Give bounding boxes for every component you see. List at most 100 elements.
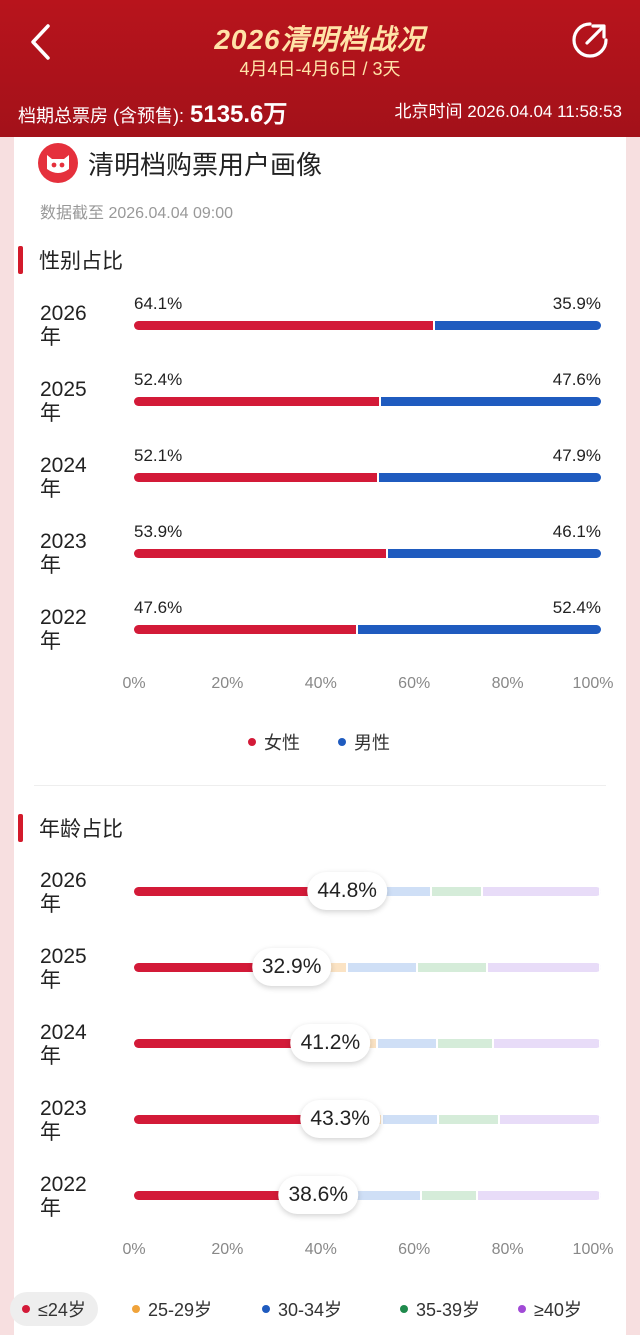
female-pct-label: 53.9% (134, 522, 183, 541)
legend-female[interactable]: 女性 (248, 729, 300, 755)
age-segment (494, 1039, 601, 1048)
gender-axis-tick: 20% (211, 675, 244, 692)
age-axis-tick: 0% (122, 1241, 146, 1258)
gender-year-label: 2022 年 (40, 606, 87, 653)
female-dot-icon (248, 738, 256, 746)
legend-dot-icon (518, 1305, 526, 1313)
age-pct-badge: 44.8% (307, 872, 387, 910)
legend-male[interactable]: 男性 (338, 729, 390, 755)
section-accent (18, 246, 23, 274)
female-bar (134, 625, 357, 634)
age-legend-item[interactable]: 30-34岁 (250, 1292, 354, 1326)
age-axis-tick: 40% (304, 1241, 337, 1258)
age-pct-badge: 41.2% (290, 1024, 371, 1062)
age-segment (418, 963, 489, 972)
age-segment (438, 1039, 495, 1048)
portrait-card: 清明档购票用户画像 数据截至 2026.04.04 09:00 性别占比 女性 … (10, 137, 626, 1335)
female-bar (134, 473, 378, 482)
age-title: 年龄占比 (39, 818, 123, 841)
male-bar (385, 549, 601, 558)
age-legend-item[interactable]: 35-39岁 (388, 1292, 492, 1326)
age-legend-item[interactable]: ≤24岁 (10, 1292, 98, 1326)
age-axis-tick: 80% (491, 1241, 524, 1258)
gender-axis-tick: 0% (122, 675, 146, 692)
gender-year-label: 2025 年 (40, 378, 87, 425)
legend-male-label: 男性 (354, 733, 390, 753)
legend-dot-icon (132, 1305, 140, 1313)
chevron-left-icon (31, 24, 50, 60)
age-legend-label: 25-29岁 (148, 1300, 213, 1320)
age-segment (438, 1115, 500, 1124)
female-pct-label: 64.1% (134, 294, 183, 313)
gender-axis-tick: 60% (398, 675, 431, 692)
age-year-label: 2024 年 (40, 1021, 87, 1068)
male-bar (356, 625, 601, 634)
gender-bar (134, 625, 601, 634)
age-year-label: 2023 年 (40, 1097, 87, 1144)
gender-year-label: 2024 年 (40, 454, 87, 501)
age-bar (134, 963, 601, 972)
gender-axis-tick: 40% (304, 675, 337, 692)
age-bar (134, 1191, 601, 1200)
boxoffice-label: 档期总票房 (含预售): (18, 106, 184, 126)
date-range: 4月4日-4月6日 / 3天 (239, 59, 401, 79)
male-bar (377, 473, 601, 482)
age-pct-badge: 32.9% (251, 948, 332, 986)
male-dot-icon (338, 738, 346, 746)
age-pct-badge: 43.3% (300, 1100, 380, 1138)
divider (34, 785, 606, 786)
age-legend-label: 35-39岁 (416, 1300, 481, 1320)
age-segment (499, 1115, 601, 1124)
gender-title: 性别占比 (39, 250, 123, 273)
age-legend-item[interactable]: 25-29岁 (120, 1292, 224, 1326)
age-axis-tick: 20% (211, 1241, 244, 1258)
male-pct-label: 46.1% (552, 522, 601, 541)
page-title: 2026清明档战况 (214, 24, 426, 55)
age-legend-label: ≥40岁 (534, 1300, 582, 1320)
age-segment (348, 963, 419, 972)
age-legend-label: 30-34岁 (278, 1300, 343, 1320)
gender-axis-tick: 100% (572, 675, 614, 692)
female-pct-label: 52.1% (134, 446, 183, 465)
male-pct-label: 35.9% (552, 294, 601, 313)
age-segment (351, 1191, 422, 1200)
age-axis-tick: 100% (572, 1241, 614, 1258)
legend-dot-icon (400, 1305, 408, 1313)
gender-year-label: 2023 年 (40, 530, 87, 577)
male-bar (433, 321, 601, 330)
share-icon (572, 22, 608, 58)
cat-logo-icon (38, 143, 78, 183)
female-bar (134, 321, 434, 330)
boxoffice-total: 档期总票房 (含预售): 5135.6万 (18, 94, 287, 129)
male-bar (378, 397, 601, 406)
age-segment (375, 887, 432, 896)
portrait-title: 清明档购票用户画像 (38, 143, 322, 183)
age-segment (477, 1191, 601, 1200)
age-legend-label: ≤24岁 (38, 1300, 86, 1320)
age-pct-badge: 38.6% (278, 1176, 359, 1214)
age-year-label: 2022 年 (40, 1173, 87, 1220)
gender-bar (134, 473, 601, 482)
share-button[interactable] (570, 20, 610, 60)
female-bar (134, 549, 386, 558)
gender-section-title: 性别占比 (18, 245, 123, 275)
age-segment (382, 1115, 439, 1124)
gender-bar (134, 397, 601, 406)
age-section-title: 年龄占比 (18, 813, 123, 843)
female-pct-label: 47.6% (134, 598, 183, 617)
legend-dot-icon (22, 1305, 30, 1313)
female-pct-label: 52.4% (134, 370, 183, 389)
beijing-time: 北京时间 2026.04.04 11:58:53 (394, 102, 622, 121)
boxoffice-value: 5135.6万 (190, 101, 288, 128)
gender-axis-tick: 80% (491, 675, 524, 692)
age-segment (483, 887, 601, 896)
female-bar (134, 397, 379, 406)
legend-dot-icon (262, 1305, 270, 1313)
age-segment (488, 963, 601, 972)
age-segment (431, 887, 484, 896)
back-button[interactable] (22, 20, 58, 64)
male-pct-label: 52.4% (552, 598, 601, 617)
age-legend-item[interactable]: ≥40岁 (506, 1292, 594, 1326)
male-pct-label: 47.9% (552, 446, 601, 465)
gender-bar (134, 321, 601, 330)
